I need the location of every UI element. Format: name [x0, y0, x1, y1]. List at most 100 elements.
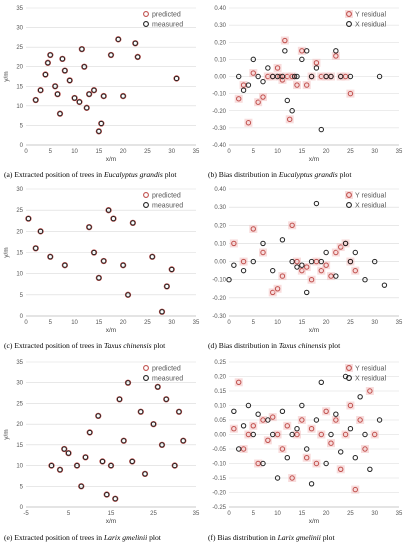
y-tick-label: -0.10	[212, 92, 226, 98]
x-axis-label: x/m	[106, 327, 116, 334]
measured-point	[176, 409, 182, 415]
caption-a-pre: (a) Extracted position of trees in	[4, 170, 104, 179]
measured-point	[180, 438, 186, 444]
y-tick-label: 15	[16, 251, 23, 257]
x-residual-point	[338, 73, 344, 80]
caption-c-species: Taxus chinensis	[103, 341, 152, 350]
legend-label: measured	[152, 202, 183, 209]
x-residual-point	[250, 258, 256, 265]
x-residual-point	[265, 65, 271, 71]
x-tick-label: 5	[67, 511, 71, 517]
legend-label: Y residual	[355, 11, 386, 18]
y-tick-label: 20	[16, 65, 23, 71]
y-residual-point	[289, 222, 295, 228]
x-axis-label: x/m	[106, 518, 116, 525]
y-residual-point	[279, 446, 286, 452]
y-tick-label: 0.00	[214, 433, 226, 439]
x-tick-label: 35	[193, 320, 200, 326]
x-tick-label: 30	[371, 320, 378, 326]
x-tick-label: 10	[274, 511, 281, 517]
x-residual-point	[342, 373, 349, 380]
y-residual-point	[250, 70, 256, 76]
y-tick-label: 0	[20, 314, 24, 320]
measured-point	[82, 454, 89, 460]
chart-d-svg: -0.30 -0.20 -0.10 0.00 0.10 0.20 0.30 0.40 0 5 10 1…	[212, 187, 403, 334]
y-residual-halo	[331, 416, 340, 424]
x-residual-point	[313, 200, 320, 207]
x-tick-label: 25	[347, 320, 354, 326]
measured-point	[91, 87, 97, 93]
y-residual-halo	[356, 416, 365, 424]
y-residual-halo	[317, 266, 326, 275]
x-residual-point	[347, 73, 354, 80]
y-residual-halo	[283, 421, 292, 430]
x-tick-label: 5	[252, 511, 256, 517]
x-residual-point	[289, 431, 295, 438]
measured-point	[121, 438, 127, 444]
x-residual-point	[260, 460, 266, 467]
measured-point	[84, 105, 90, 111]
x-residual-point	[294, 264, 300, 270]
measured-point	[96, 275, 102, 281]
y-tick-label: 10	[16, 104, 23, 110]
measured-point	[54, 91, 61, 97]
x-residual-point	[328, 431, 334, 438]
y-residual-halo	[361, 445, 369, 453]
x-tick-label: 20	[323, 320, 330, 326]
y-residual-point	[318, 267, 324, 274]
x-residual-point	[284, 97, 290, 104]
y-tick-label: -0.20	[212, 296, 226, 302]
measured-point	[98, 120, 104, 127]
measured-point	[91, 249, 97, 256]
x-tick-label: 25	[347, 511, 354, 517]
x-residual-point	[367, 466, 373, 473]
y-tick-label: 0.25	[214, 360, 226, 366]
x-residual-point	[323, 460, 329, 467]
y-residual-point	[328, 440, 334, 446]
y-residual-halo	[254, 98, 263, 107]
caption-f-post: plot	[320, 533, 335, 542]
x-residual-point	[231, 408, 237, 414]
measured-point	[37, 87, 44, 93]
measured-point	[173, 75, 180, 82]
x-residual-point	[308, 73, 315, 80]
y-tick-label: -0.05	[212, 447, 226, 453]
x-residual-point	[255, 73, 261, 80]
y-tick-label: 30	[16, 381, 23, 387]
x-residual-point	[376, 73, 383, 80]
measured-point	[129, 458, 135, 465]
y-residual-halo	[259, 93, 267, 102]
y-residual-halo	[293, 257, 301, 266]
x-tick-label: 5	[252, 149, 256, 155]
chart-a: 0 5 10 15 20 25 30 35 0 5 10 15 20 25 30 35 x/m y/m predic…	[2, 2, 202, 167]
measured-point	[125, 380, 131, 386]
x-tick-label: 25	[347, 149, 354, 155]
legend-label: predicted	[152, 192, 181, 199]
y-residual-halo	[322, 407, 331, 416]
legend-marker	[143, 21, 149, 27]
x-residual-point	[318, 126, 324, 133]
x-tick-label: 0	[227, 320, 231, 326]
measured-point	[65, 450, 72, 456]
y-tick-label: 0.10	[214, 57, 226, 63]
x-residual-point	[291, 73, 298, 80]
x-residual-point	[236, 446, 242, 452]
y-tick-label: 0.20	[214, 223, 226, 229]
y-tick-label: 10	[16, 272, 23, 278]
y-tick-label: 0.15	[214, 389, 226, 395]
x-residual-point	[376, 417, 383, 423]
measured-point	[115, 36, 121, 42]
measured-point	[163, 396, 169, 402]
x-residual-point	[279, 237, 286, 243]
x-residual-point	[289, 108, 295, 114]
measured-point	[61, 446, 67, 452]
legend-marker	[346, 365, 352, 371]
y-tick-label: 0	[20, 143, 24, 149]
y-residual-point	[318, 431, 324, 438]
y-tick-label: -0.40	[212, 143, 226, 149]
x-residual-point	[240, 87, 247, 93]
caption-e: (e) Extracted position of trees in Larix…	[4, 533, 161, 542]
measured-point	[159, 309, 165, 315]
y-residual-halo	[370, 430, 379, 439]
caption-a-post: plot	[162, 170, 177, 179]
